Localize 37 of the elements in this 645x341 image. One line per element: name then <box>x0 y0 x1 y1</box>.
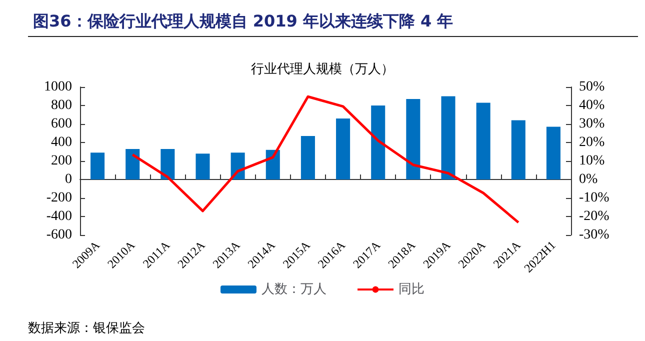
chart-title: 图36：保险行业代理人规模自 2019 年以来连续下降 4 年 <box>33 12 454 30</box>
line-series <box>131 95 520 224</box>
y2-tick-label: 0% <box>579 172 598 187</box>
y2-tick-label: 40% <box>579 98 605 113</box>
y2-tick-label: -10% <box>579 190 610 206</box>
bar <box>336 118 350 180</box>
y-tick-label: 0 <box>65 172 72 187</box>
y-tick-label: 400 <box>51 135 72 150</box>
bar <box>300 136 315 180</box>
bar <box>266 150 280 180</box>
y2-tick-label: 30% <box>579 116 605 132</box>
bar <box>371 106 386 180</box>
y-tick-label: 1000 <box>44 80 72 94</box>
bar <box>406 99 420 180</box>
bar <box>196 154 210 180</box>
bar <box>441 96 456 180</box>
y-tick-label: -200 <box>46 190 72 206</box>
y-tick-label: -400 <box>46 209 72 224</box>
legend-label: 人数：万人 <box>262 282 326 297</box>
bar <box>476 102 490 180</box>
legend-label: 同比 <box>398 282 424 297</box>
bar <box>546 126 560 180</box>
bar <box>511 120 526 180</box>
bar <box>160 148 175 180</box>
y2-tick-label: 20% <box>579 135 605 150</box>
chart-subtitle: 行业代理人规模（万人） <box>251 62 394 77</box>
bar <box>90 152 105 180</box>
y2-tick-label: -20% <box>579 209 610 224</box>
y-tick-label: 800 <box>51 98 72 113</box>
y-tick-label: 200 <box>51 154 72 168</box>
y2-tick-label: 10% <box>579 154 605 168</box>
y-tick-label: 600 <box>51 116 72 132</box>
source-note: 数据来源：银保监会 <box>28 321 145 336</box>
y2-tick-label: -30% <box>579 228 610 242</box>
bar <box>126 148 140 180</box>
y-tick-label: -600 <box>46 228 72 242</box>
y2-tick-label: 50% <box>579 80 605 94</box>
